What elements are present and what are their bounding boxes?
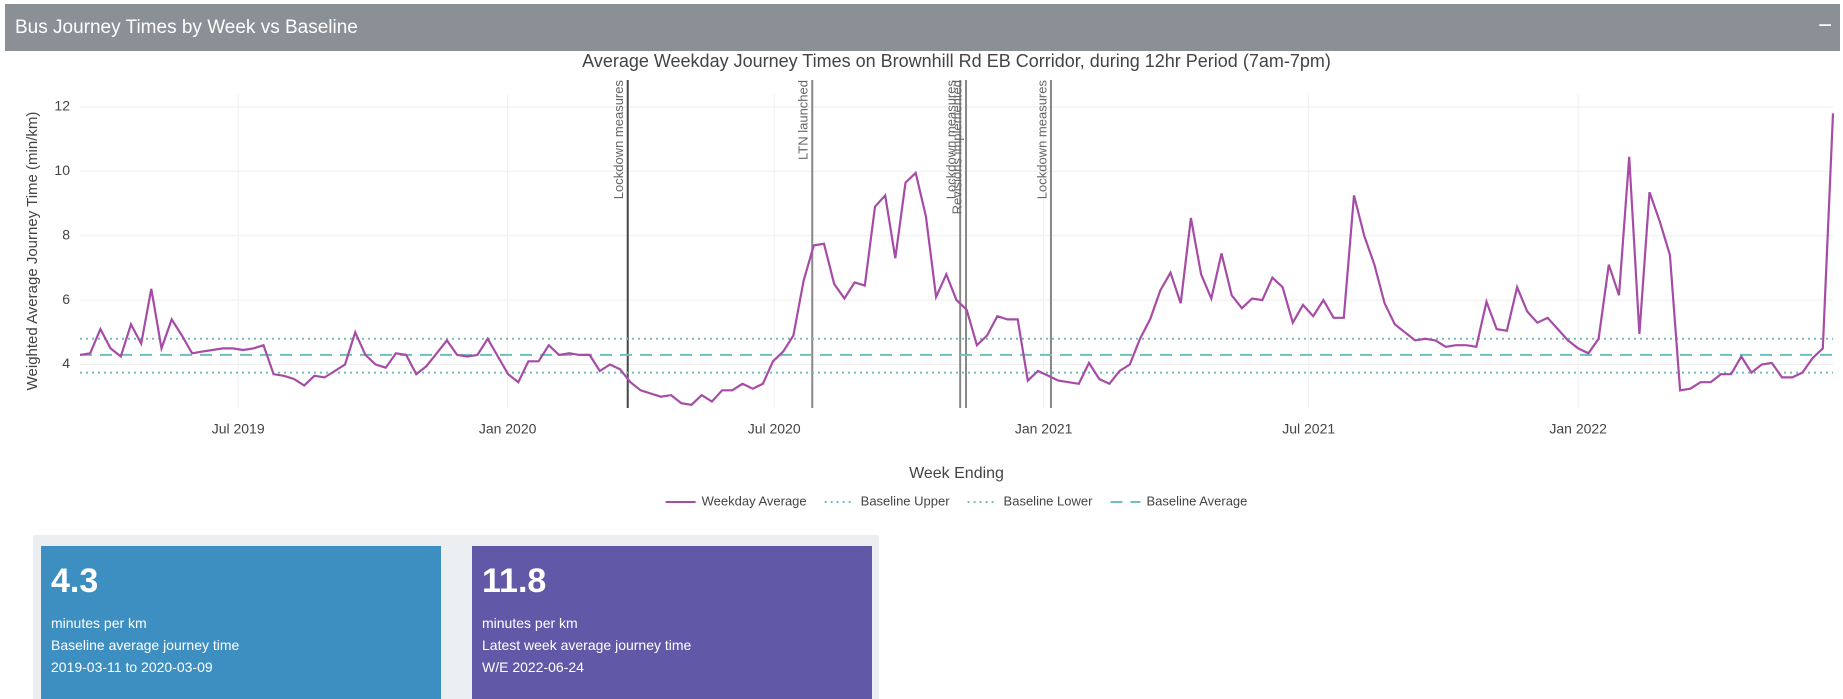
x-tick-label: Jul 2021 — [1282, 421, 1335, 437]
chart: Average Weekday Journey Times on Brownhi… — [24, 51, 1835, 508]
annotation-label: Lockdown measures — [944, 80, 959, 200]
box-label: Baseline average journey time — [51, 637, 240, 653]
legend-item: Weekday Average — [665, 493, 807, 508]
x-tick-label: Jan 2021 — [1015, 421, 1073, 437]
legend-item: Baseline Lower — [967, 493, 1094, 508]
x-tick-label: Jul 2020 — [748, 421, 801, 437]
box-value: 4.3 — [51, 562, 99, 600]
annotation-label: Lockdown measures — [1034, 80, 1049, 200]
x-tick-label: Jan 2022 — [1549, 421, 1607, 437]
y-tick-label: 6 — [62, 291, 70, 307]
y-tick-label: 4 — [62, 355, 70, 371]
panel-header: Bus Journey Times by Week vs Baseline − — [5, 4, 1840, 51]
value-box: 11.8 minutes per km Latest week average jo… — [472, 546, 872, 699]
data-line — [79, 113, 1835, 406]
collapse-button[interactable]: − — [1817, 12, 1832, 39]
box-label: Latest week average journey time — [482, 637, 692, 653]
legend-item: Baseline Upper — [824, 493, 951, 508]
annotation-label: Lockdown measures — [611, 80, 626, 200]
panel-title: Bus Journey Times by Week vs Baseline — [15, 17, 358, 38]
annotation-label: Revisions implemented — [949, 80, 964, 214]
y-axis-label: Weighted Average Journey Time (min/km) — [24, 112, 41, 391]
box-unit: minutes per km — [482, 615, 578, 631]
y-tick-label: 10 — [54, 162, 70, 178]
annotation-label: LTN launched — [796, 80, 811, 160]
value-box: 4.3 minutes per km Baseline average journe… — [41, 546, 441, 699]
chart-title: Average Weekday Journey Times on Brownhi… — [582, 51, 1331, 71]
box-period: 2019-03-11 to 2020-03-09 — [51, 659, 213, 675]
box-period: W/E 2022-06-24 — [482, 659, 584, 675]
y-tick-label: 12 — [54, 98, 70, 114]
legend: Weekday Average Baseline Upper Baseline Lo… — [665, 493, 1247, 508]
legend-item: Baseline Average — [1110, 493, 1247, 508]
x-axis-label: Week Ending — [909, 465, 1004, 482]
x-tick-label: Jan 2020 — [479, 421, 537, 437]
box-unit: minutes per km — [51, 615, 147, 631]
x-tick-label: Jul 2019 — [212, 421, 265, 437]
box-value: 11.8 — [482, 562, 547, 600]
legend-label: Weekday Average — [702, 493, 807, 508]
legend-label: Baseline Lower — [1004, 493, 1094, 508]
legend-label: Baseline Average — [1146, 493, 1247, 508]
legend-label: Baseline Upper — [861, 493, 951, 508]
value-boxes: 4.3 minutes per km Baseline average journe… — [33, 535, 879, 699]
y-tick-label: 8 — [62, 226, 70, 242]
